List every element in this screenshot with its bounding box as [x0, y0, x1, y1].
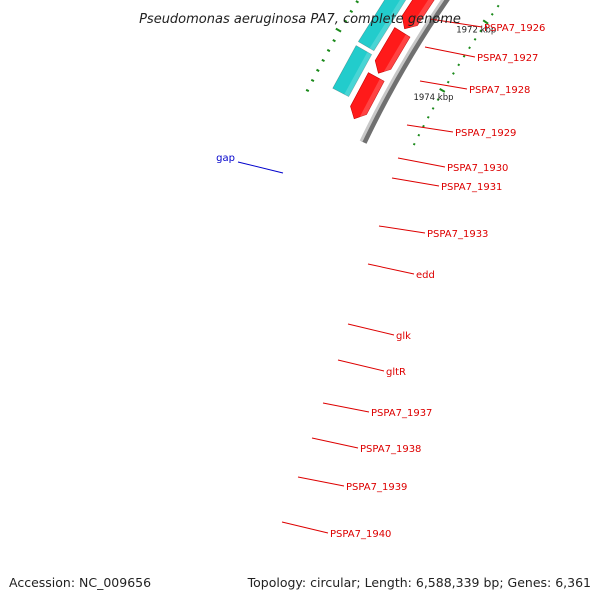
- tick-mark: [436, 98, 440, 101]
- gene-label: PSPA7_1927: [477, 53, 538, 64]
- gene-label: PSPA7_1938: [360, 444, 421, 455]
- tick-layer: 1958 kbp1960 kbp1962 kbp1964 kbp1966 kbp…: [305, 0, 500, 146]
- tick-mark: [417, 133, 421, 137]
- label-leader: [424, 46, 476, 58]
- tick-mark: [446, 80, 450, 84]
- tick-mark-outer: [335, 27, 342, 33]
- backbone-highlight: [359, 0, 445, 142]
- label-leader: [322, 402, 370, 413]
- feature-shade: [357, 78, 385, 123]
- orf-block: [332, 45, 373, 98]
- gene-label: PSPA7_1929: [455, 128, 516, 139]
- label-leader: [378, 225, 426, 234]
- label-leader: [297, 476, 345, 487]
- gene-label: PSPA7_1937: [371, 408, 432, 419]
- topology-text: Topology: circular; Length: 6,588,339 bp…: [247, 575, 591, 590]
- label-leader: [397, 157, 446, 168]
- map-title: Pseudomonas aeruginosa PA7, complete gen…: [139, 12, 461, 27]
- tick-label: 1972 kbp: [456, 25, 496, 35]
- tick-mark: [482, 19, 489, 25]
- gene-label: PSPA7_1939: [346, 482, 407, 493]
- tick-mark-outer: [355, 0, 360, 4]
- label-leader: [367, 263, 415, 275]
- label-leader: [406, 124, 454, 133]
- tick-mark: [422, 124, 425, 128]
- tick-mark: [473, 37, 477, 41]
- gene-label: PSPA7_1940: [330, 529, 391, 540]
- feature-layer: [332, 0, 435, 123]
- tick-mark-outer: [326, 48, 331, 53]
- tick-mark: [490, 12, 494, 16]
- tick-mark-outer: [349, 9, 354, 14]
- accession-text: Accession: NC_009656: [9, 575, 151, 590]
- label-leader: [337, 359, 385, 372]
- tick-mark: [452, 72, 455, 75]
- gene-label: gltR: [386, 367, 406, 378]
- gene-label: glk: [396, 331, 411, 342]
- tick-mark-outer: [310, 78, 315, 82]
- feature-shade: [408, 0, 435, 34]
- tick-mark-outer: [343, 19, 348, 23]
- gene-label: PSPA7_1933: [427, 229, 488, 240]
- gene-arrow: [374, 27, 411, 74]
- gene-label: PSPA7_1931: [441, 182, 502, 193]
- feature-shade: [369, 0, 406, 51]
- tick-mark-outer: [321, 58, 325, 63]
- feature-shade: [381, 34, 410, 78]
- tick-mark-outer: [305, 88, 310, 93]
- tick-mark: [457, 63, 461, 67]
- feature-shade: [344, 52, 372, 97]
- gene-label: PSPA7_1926: [484, 23, 545, 34]
- backbone-outer: [361, 0, 450, 144]
- label-leader: [429, 18, 483, 28]
- tick-mark: [412, 142, 416, 146]
- backbone-layer: [359, 0, 450, 144]
- gene-label: PSPA7_1930: [447, 163, 508, 174]
- tick-mark: [496, 4, 500, 8]
- label-leader: [391, 177, 440, 187]
- tick-mark: [468, 46, 471, 50]
- gene-arrow: [401, 0, 435, 30]
- gene-label: gap: [216, 153, 235, 164]
- tick-mark-outer: [332, 39, 336, 43]
- gene-label: PSPA7_1928: [469, 85, 530, 96]
- orf-block: [357, 0, 407, 52]
- tick-label: 1974 kbp: [413, 93, 453, 103]
- tick-mark: [431, 107, 435, 110]
- tick-mark-outer: [316, 68, 320, 72]
- gene-arrow: [350, 72, 385, 120]
- label-leader: [281, 521, 329, 534]
- tick-mark: [479, 29, 483, 33]
- label-leader: [419, 80, 468, 90]
- tick-mark: [439, 87, 446, 93]
- label-layer: PSPA7_1926 PSPA7_1927 PSPA7_1928 PSPA7_1929…: [216, 18, 545, 540]
- gene-label: edd: [416, 270, 435, 281]
- tick-mark: [426, 115, 430, 119]
- tick-mark: [462, 54, 466, 58]
- label-leader: [311, 437, 359, 449]
- label-leader: [237, 161, 284, 174]
- label-leader: [347, 323, 395, 336]
